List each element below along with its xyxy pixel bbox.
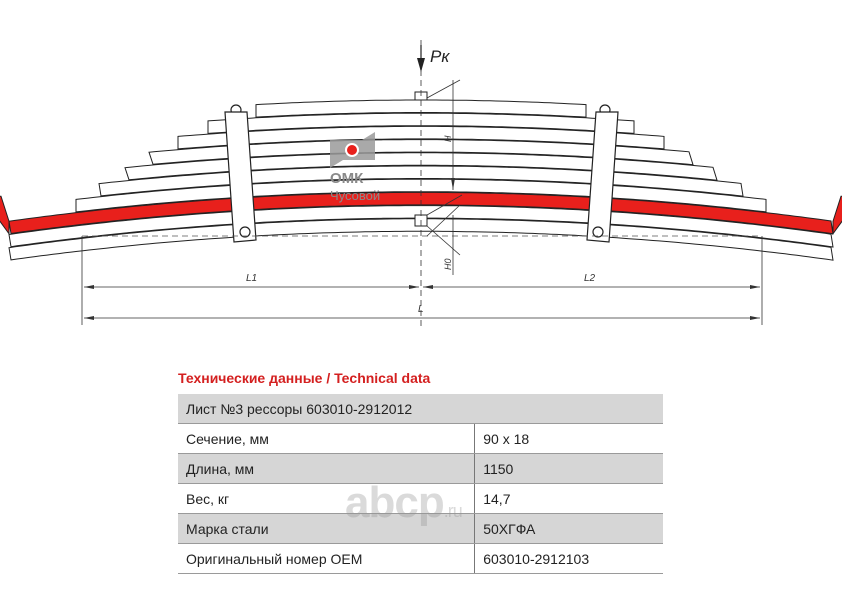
spring-leaf — [255, 99, 587, 118]
l-label: L — [418, 304, 424, 315]
table-row: Сечение, мм 90 x 18 — [178, 423, 663, 454]
table-row: Длина, мм 1150 — [178, 453, 663, 484]
row-value: 14,7 — [474, 483, 663, 514]
row-value: 90 x 18 — [474, 423, 663, 454]
right-clamp — [586, 104, 619, 243]
h0-label: H0 — [443, 258, 453, 270]
table-row: Оригинальный номер OEM 603010-2912103 — [178, 543, 663, 574]
table-header-row: Лист №3 рессоры 603010-2912012 — [178, 394, 663, 424]
row-label: Вес, кг — [178, 483, 475, 514]
leaf-hook — [0, 195, 10, 236]
logo-brand: ОМК — [330, 170, 364, 187]
left-clamp — [224, 104, 257, 243]
row-label: Марка стали — [178, 513, 475, 544]
load-arrow-icon — [417, 58, 425, 72]
spring-leaves — [0, 99, 842, 261]
load-label: Pк — [430, 47, 450, 66]
table-row: Вес, кг 14,7 — [178, 483, 663, 514]
l2-label: L2 — [584, 273, 596, 284]
watermark: abcp.ru — [345, 478, 463, 527]
row-value: 50ХГФА — [474, 513, 663, 544]
spring-leaf — [124, 152, 718, 181]
spring-leaf — [8, 205, 834, 248]
row-label: Оригинальный номер OEM — [178, 543, 475, 574]
row-value: 1150 — [474, 453, 663, 484]
spring-leaf — [98, 165, 744, 197]
height-label: H — [443, 135, 453, 142]
table-row: Марка стали 50ХГФА — [178, 513, 663, 544]
leaf-hook — [832, 195, 842, 236]
row-label: Сечение, мм — [178, 423, 475, 454]
spring-leaf — [8, 218, 834, 261]
logo-city: Чусовой — [330, 188, 380, 203]
technical-data-table: Лист №3 рессоры 603010-2912012 Сечение, … — [178, 394, 663, 574]
l1-label: L1 — [246, 273, 257, 284]
technical-data-title: Технические данные / Technical data — [178, 370, 431, 386]
leaf-spring-drawing: Pк H H0 L1 L2 L ОМК Чусовой — [0, 40, 842, 330]
table-header: Лист №3 рессоры 603010-2912012 — [178, 394, 663, 424]
omk-logo: ОМК Чусовой — [330, 132, 380, 203]
row-value: 603010-2912103 — [474, 543, 663, 574]
row-label: Длина, мм — [178, 453, 475, 484]
